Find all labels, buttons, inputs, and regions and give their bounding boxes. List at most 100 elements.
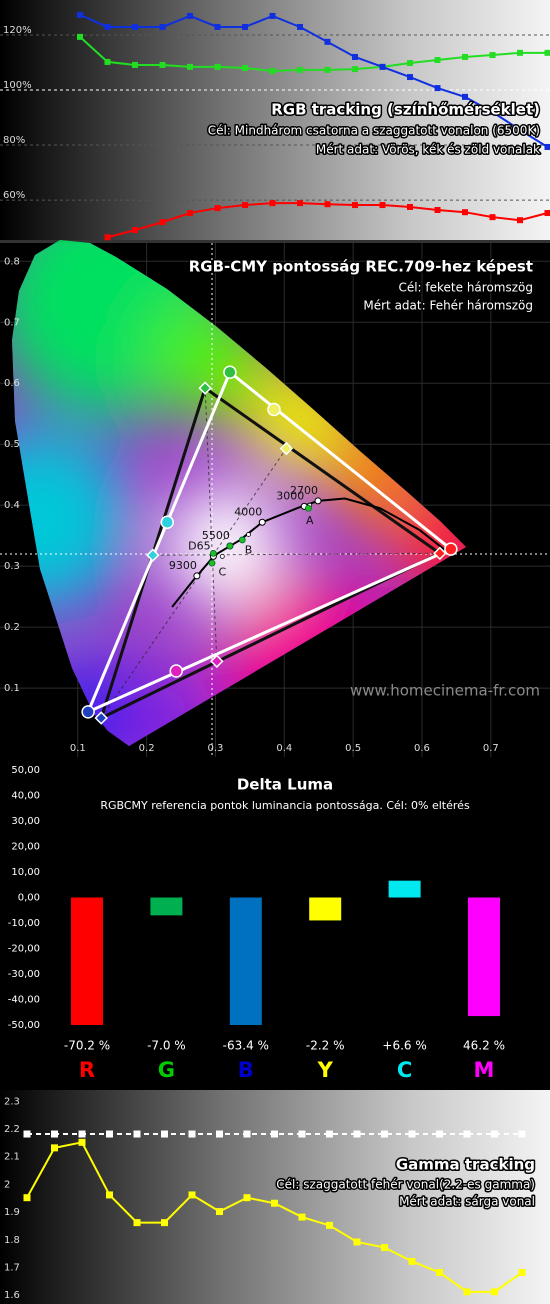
y-tick-label: -10,00 [8, 918, 40, 929]
temperature-point [193, 572, 201, 580]
y-tick-label: 50,00 [11, 765, 40, 776]
data-point [242, 64, 248, 71]
x-tick-label: 0.6 [414, 743, 430, 754]
data-point [517, 217, 523, 224]
temperature-point [314, 497, 322, 505]
data-point [462, 53, 468, 60]
bar [388, 880, 421, 898]
data-point [407, 203, 413, 210]
data-point [436, 1268, 443, 1276]
data-point [326, 1130, 333, 1138]
grayscale-point [208, 559, 216, 567]
data-point [132, 61, 138, 68]
x-tick-label: 0.2 [139, 743, 155, 754]
grayscale-point [226, 542, 234, 550]
y-tick-label: 1.7 [4, 1262, 20, 1273]
data-point [352, 66, 358, 73]
data-point [214, 205, 221, 212]
chart-subtitle: Cél: Mindhárom csatorna a szaggatott von… [208, 124, 540, 138]
data-point [77, 33, 83, 40]
percent-label: -63.4 % [223, 1039, 269, 1053]
y-tick-label: 1.9 [4, 1207, 20, 1218]
data-point [379, 63, 386, 70]
percent-label: -70.2 % [64, 1039, 110, 1053]
data-point [159, 61, 166, 68]
data-point [297, 66, 303, 73]
chart-subtitle: Mért adat: Vörös, kék és zöld vonalak [316, 143, 540, 157]
data-point [491, 1130, 498, 1138]
y-tick-label: -40,00 [8, 995, 40, 1006]
measured-point [223, 365, 237, 380]
category-label: G [158, 1058, 175, 1082]
data-point [518, 1268, 526, 1276]
data-point [544, 143, 550, 150]
data-point [133, 1219, 141, 1227]
data-point [544, 210, 550, 217]
data-point [408, 1257, 416, 1265]
data-point [214, 63, 221, 70]
category-label: B [238, 1058, 254, 1082]
y-tick-label: 1.8 [4, 1235, 20, 1246]
data-point [242, 23, 248, 30]
data-point [104, 23, 111, 30]
y-tick-label: 0.1 [4, 683, 20, 694]
measured-point [267, 402, 281, 417]
chart-subtitle: Cél: szaggatott fehér vonal(2.2-es gamma… [276, 1178, 535, 1192]
target-point [94, 711, 108, 725]
data-point [326, 1221, 333, 1229]
data-point [352, 53, 358, 60]
percent-label: -7.0 % [147, 1039, 186, 1053]
bar [309, 897, 342, 921]
illuminant-label: A [306, 514, 314, 527]
y-tick-label: -20,00 [8, 944, 40, 955]
y-tick-label: 30,00 [11, 816, 40, 827]
chart-subtitle: Mért adat: sárga vonal [399, 1195, 535, 1209]
category-label: Y [317, 1058, 334, 1082]
y-tick-label: 2.1 [4, 1152, 20, 1163]
data-point [271, 1130, 278, 1138]
y-tick-label: -30,00 [8, 969, 40, 980]
data-point [269, 68, 276, 75]
y-tick-label: 0,00 [18, 893, 40, 904]
temperature-label: 4000 [234, 505, 262, 518]
grayscale-point [209, 549, 217, 557]
chart-subtitle: Mért adat: Fehér háromszög [363, 299, 533, 313]
data-point [132, 227, 138, 234]
data-point [78, 1138, 86, 1146]
data-point [462, 209, 468, 216]
temperature-label: D65 [188, 539, 210, 552]
data-point [544, 49, 550, 56]
target-point [210, 654, 224, 668]
data-point [408, 1130, 416, 1138]
y-tick-label: 2.3 [4, 1096, 20, 1107]
panel-background [0, 1090, 550, 1304]
data-point [298, 1213, 306, 1221]
data-point [187, 210, 193, 217]
y-tick-label: 10,00 [11, 867, 40, 878]
percent-label: 46.2 % [463, 1039, 505, 1053]
measured-point [444, 542, 458, 556]
grayscale-point [238, 536, 246, 544]
x-tick-label: 0.4 [276, 743, 292, 754]
data-point [352, 202, 358, 209]
data-point [216, 1130, 223, 1138]
data-point [434, 207, 441, 213]
data-point [271, 1199, 278, 1207]
data-point [491, 1288, 498, 1296]
x-tick-label: 0.1 [70, 743, 86, 754]
target-point [198, 381, 212, 395]
data-point [434, 85, 441, 92]
series-line [79, 36, 548, 73]
data-point [463, 1288, 471, 1296]
data-point [489, 214, 496, 221]
data-point [159, 23, 166, 30]
chart-subtitle: Cél: fekete háromszög [398, 281, 533, 295]
chart-title: Delta Luma [237, 776, 333, 794]
data-point [133, 1130, 141, 1138]
data-point [381, 1244, 388, 1252]
y-tick-label: 2.2 [4, 1124, 20, 1135]
target-point [279, 441, 294, 456]
data-point [216, 1208, 223, 1216]
illuminant-point [219, 553, 225, 559]
